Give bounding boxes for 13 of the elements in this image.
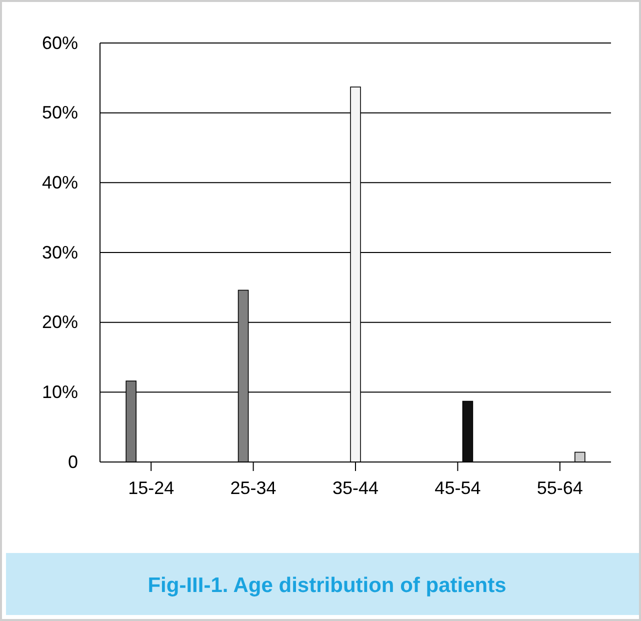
- text: Fig-III-1. Age distribution of patients: [148, 574, 506, 597]
- y-tick-label: 30%: [42, 242, 78, 262]
- x-tick-label: 15-24: [128, 478, 174, 498]
- x-tick-label: 35-44: [332, 478, 379, 498]
- y-tick-label: 20%: [42, 312, 78, 332]
- y-tick-label: 10%: [42, 382, 78, 402]
- x-tick-label: 25-34: [230, 478, 276, 498]
- y-tick-label: 60%: [42, 32, 78, 53]
- x-tick-label: 55-64: [536, 478, 583, 498]
- y-tick-label: 50%: [42, 102, 78, 123]
- x-tick-label: 45-54: [434, 478, 481, 498]
- y-tick-label: 0: [68, 452, 78, 472]
- y-tick-label: 40%: [42, 172, 78, 192]
